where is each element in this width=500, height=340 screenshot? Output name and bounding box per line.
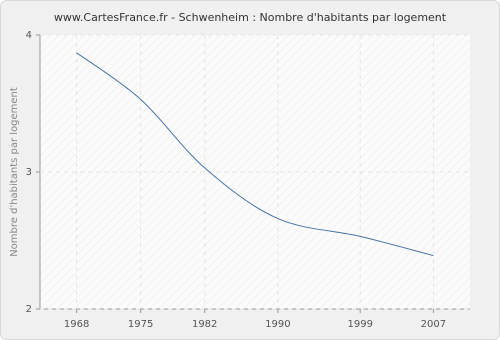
x-tick-label: 2007 bbox=[421, 319, 446, 330]
x-tick-label: 1999 bbox=[347, 319, 372, 330]
y-tick-label: 3 bbox=[26, 167, 32, 178]
line bbox=[76, 52, 434, 257]
y-tick-label: 4 bbox=[26, 30, 32, 41]
y-tick-label: 2 bbox=[26, 304, 32, 315]
x-tick-label: 1975 bbox=[128, 319, 153, 330]
x-tick-label: 1990 bbox=[265, 319, 290, 330]
y-axis-label: Nombre d'habitants par logement bbox=[9, 87, 20, 257]
x-tick-label: 1982 bbox=[192, 319, 217, 330]
chart-title: www.CartesFrance.fr - Schwenheim : Nombr… bbox=[54, 11, 447, 24]
plot-area bbox=[40, 35, 470, 309]
x-tick-label: 1968 bbox=[64, 319, 89, 330]
